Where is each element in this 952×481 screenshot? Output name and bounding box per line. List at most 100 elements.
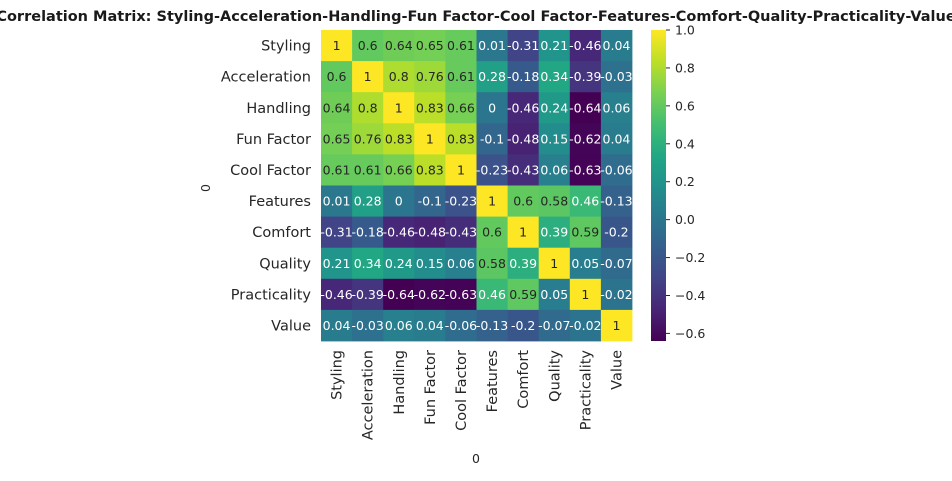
heatmap-cell xyxy=(507,216,540,249)
heatmap-cell xyxy=(600,185,633,217)
colorbar-tick-label: 0.8 xyxy=(675,60,695,75)
heatmap-cell xyxy=(507,61,540,93)
heatmap-cell xyxy=(476,216,508,249)
heatmap-cell xyxy=(476,309,508,342)
cell-value-label: 0.8 xyxy=(389,69,409,84)
heatmap-cell xyxy=(507,123,540,155)
cell-value-label: -0.13 xyxy=(476,318,508,333)
cell-value-label: -0.43 xyxy=(445,225,477,240)
cell-value-label: 0.34 xyxy=(354,256,382,271)
cell-value-label: 0.59 xyxy=(509,287,537,302)
colorbar-tick-label: 1.0 xyxy=(675,23,695,38)
heatmap-cell xyxy=(538,154,571,186)
cell-value-label: -0.46 xyxy=(320,287,352,302)
heatmap-cell xyxy=(600,247,633,280)
y-tick-label: Cool Factor xyxy=(230,163,311,179)
cell-value-label: 0.34 xyxy=(540,69,568,84)
cell-value-label: -0.63 xyxy=(569,162,601,177)
cell-value-label: 0.39 xyxy=(540,225,568,240)
heatmap-cell xyxy=(414,30,446,62)
cell-value-label: 1 xyxy=(488,194,496,209)
x-tick-label: Handling xyxy=(392,350,408,415)
cell-value-label: 0.6 xyxy=(327,69,347,84)
colorbar-tick-label: −0.6 xyxy=(675,326,705,341)
cell-value-label: 1 xyxy=(395,100,403,115)
x-axis-label: 0 xyxy=(472,451,480,466)
cell-value-label: -0.06 xyxy=(445,318,477,333)
heatmap-cell xyxy=(569,278,602,311)
cell-value-label: -0.63 xyxy=(445,287,477,302)
heatmap-cell xyxy=(445,92,477,124)
heatmap-cell xyxy=(414,154,446,186)
cell-value-label: -0.23 xyxy=(445,194,477,209)
heatmap-cell xyxy=(321,247,353,280)
heatmap-cell xyxy=(352,61,384,93)
cell-value-label: 0.06 xyxy=(385,318,413,333)
heatmap-cell xyxy=(352,309,384,342)
cell-value-label: 0.46 xyxy=(571,194,599,209)
cell-value-label: -0.39 xyxy=(351,287,383,302)
heatmap-cell xyxy=(445,278,477,311)
heatmap-cell xyxy=(569,92,602,124)
heatmap-cell xyxy=(538,30,571,62)
cell-value-label: -0.31 xyxy=(320,225,352,240)
cell-value-label: 0.01 xyxy=(323,194,351,209)
heatmap-cell xyxy=(445,154,477,186)
cell-value-label: 0.6 xyxy=(482,225,502,240)
heatmap-cell xyxy=(476,123,508,155)
cell-value-label: 0.61 xyxy=(354,162,382,177)
heatmap-cells: 1 0.6 0.64 0.65 0.61 0.01 -0.31 0.21 -0.46 0.040.… xyxy=(320,30,633,342)
cell-value-label: -0.23 xyxy=(476,162,508,177)
cell-value-label: 0.58 xyxy=(540,194,568,209)
heatmap-cell xyxy=(569,185,602,217)
x-tick-label: Value xyxy=(609,350,625,390)
heatmap-cell xyxy=(414,123,446,155)
y-tick-label: Value xyxy=(271,318,311,334)
cell-value-label: 0.05 xyxy=(571,256,599,271)
cell-value-label: 0.21 xyxy=(323,256,351,271)
x-tick-label: Quality xyxy=(547,350,563,402)
heatmap-cell xyxy=(507,185,540,217)
cell-value-label: 0.83 xyxy=(447,131,475,146)
heatmap-cell xyxy=(538,216,571,249)
heatmap-cell xyxy=(507,278,540,311)
heatmap-cell xyxy=(352,154,384,186)
y-tick-label: Comfort xyxy=(252,225,311,241)
heatmap-cell xyxy=(476,30,508,62)
y-axis-label: 0 xyxy=(198,184,213,192)
heatmap-cell xyxy=(321,61,353,93)
heatmap-cell xyxy=(600,92,633,124)
y-tick-labels: Styling Acceleration Handling Fun Factor Coo… xyxy=(221,39,312,335)
heatmap-cell xyxy=(600,154,633,186)
cell-value-label: 0 xyxy=(488,100,496,115)
heatmap-cell xyxy=(476,278,508,311)
heatmap-cell xyxy=(538,278,571,311)
cell-value-label: -0.62 xyxy=(569,131,601,146)
cell-value-label: -0.48 xyxy=(507,131,539,146)
cell-value-label: -0.2 xyxy=(511,318,535,333)
cell-value-label: 0.65 xyxy=(323,131,351,146)
cell-value-label: -0.13 xyxy=(600,194,632,209)
cell-value-label: 0.59 xyxy=(571,225,599,240)
cell-value-label: -0.03 xyxy=(600,69,632,84)
x-tick-label: Practicality xyxy=(578,350,594,431)
cell-value-label: -0.1 xyxy=(480,131,504,146)
cell-value-label: 0.06 xyxy=(540,162,568,177)
cell-value-label: 1 xyxy=(612,318,620,333)
chart-title: Correlation Matrix: Styling-Acceleration… xyxy=(0,9,952,25)
heatmap-cell xyxy=(569,309,602,342)
cell-value-label: -0.18 xyxy=(507,69,539,84)
cell-value-label: -0.1 xyxy=(418,194,442,209)
colorbar-tick-label: 0.2 xyxy=(675,174,695,189)
heatmap-cell xyxy=(569,61,602,93)
cell-value-label: 0.83 xyxy=(416,162,444,177)
heatmap-cell xyxy=(383,154,415,186)
cell-value-label: -0.07 xyxy=(538,318,570,333)
heatmap-cell xyxy=(352,278,384,311)
cell-value-label: 0.64 xyxy=(323,100,351,115)
x-tick-label: Cool Factor xyxy=(454,350,470,431)
cell-value-label: -0.2 xyxy=(604,225,628,240)
cell-value-label: 1 xyxy=(519,225,527,240)
heatmap-cell xyxy=(569,154,602,186)
cell-value-label: 0.04 xyxy=(603,131,631,146)
